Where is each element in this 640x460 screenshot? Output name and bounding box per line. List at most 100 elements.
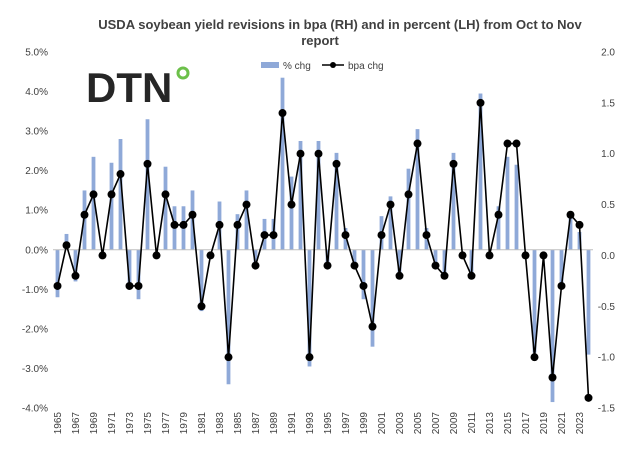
bar-2021	[559, 249, 564, 284]
bar-2004	[406, 168, 411, 250]
x-tick-label: 1975	[143, 412, 154, 435]
bar-1973	[127, 249, 132, 286]
x-tick-label: 2021	[557, 412, 568, 435]
x-tick-label: 2013	[485, 412, 496, 435]
point-2015	[503, 139, 512, 148]
right-tick-label: 2.0	[601, 48, 615, 59]
dtn-logo: DTN	[86, 64, 190, 111]
point-1988	[260, 231, 269, 240]
bar-1987	[253, 249, 258, 266]
right-tick-label: 0.5	[601, 200, 615, 211]
legend-marker-bpa-chg	[330, 62, 336, 68]
bar-1986	[244, 190, 249, 250]
x-tick-label: 2017	[521, 412, 532, 435]
chart-title-line-2: report	[301, 33, 339, 48]
bar-2009	[451, 152, 456, 250]
x-tick-label: 2009	[449, 412, 460, 435]
point-1980	[188, 210, 197, 219]
x-tick-label: 1965	[53, 412, 64, 435]
x-tick-label: 1989	[269, 412, 280, 435]
x-tick-label: 2011	[467, 412, 478, 434]
point-1995	[323, 261, 332, 270]
point-2004	[404, 190, 413, 199]
point-1985	[233, 220, 242, 229]
point-1976	[152, 251, 161, 260]
point-1993	[305, 353, 314, 362]
point-2018	[530, 353, 539, 362]
bar-1977	[163, 166, 168, 250]
right-tick-label: 1.5	[601, 98, 615, 109]
point-2016	[512, 139, 521, 148]
point-1987	[251, 261, 260, 270]
bar-1999	[361, 249, 366, 300]
x-tick-label: 1971	[107, 412, 118, 435]
point-1999	[359, 281, 368, 290]
bar-1991	[289, 176, 294, 250]
bar-2007	[433, 249, 438, 264]
x-tick-label: 1999	[359, 412, 370, 435]
x-tick-label: 1987	[251, 412, 262, 435]
legend: % chg bpa chg	[261, 61, 384, 72]
point-2024	[584, 393, 593, 402]
point-2005	[413, 139, 422, 148]
bar-1998	[352, 249, 357, 264]
point-1982	[206, 251, 215, 260]
bar-1992	[298, 141, 303, 250]
bar-2020	[550, 249, 555, 403]
point-2003	[395, 271, 404, 280]
bar-1975	[145, 119, 150, 250]
point-1978	[170, 220, 179, 229]
bar-2005	[415, 129, 420, 250]
left-tick-label: 2.0%	[25, 166, 48, 177]
bar-1990	[280, 77, 285, 250]
left-tick-label: -1.0%	[22, 285, 48, 296]
point-1990	[278, 109, 287, 118]
point-2019	[539, 251, 548, 260]
right-tick-label: 0.0	[601, 251, 615, 262]
point-1986	[242, 200, 251, 209]
point-2010	[458, 251, 467, 260]
point-2007	[431, 261, 440, 270]
x-tick-label: 1983	[215, 412, 226, 435]
bar-2023	[577, 231, 582, 250]
point-1970	[98, 251, 107, 260]
left-axis-ticks: -4.0% -3.0% -2.0% -1.0% 0.0% 1.0% 2.0% 3.0% 4.0%…	[22, 48, 48, 415]
x-tick-label: 2007	[431, 412, 442, 435]
right-axis-ticks: -1.5 -1.0 -0.5 0.0 0.5 1.0 1.5 2.0	[598, 48, 616, 415]
x-tick-label: 2023	[575, 412, 586, 435]
point-1994	[314, 149, 323, 158]
point-1968	[80, 210, 89, 219]
bar-1994	[316, 141, 321, 250]
point-1989	[269, 231, 278, 240]
x-tick-label: 1981	[197, 412, 208, 435]
point-2020	[548, 373, 557, 382]
left-tick-label: 1.0%	[25, 206, 48, 217]
x-tick-label: 1979	[179, 412, 190, 435]
right-tick-label: -0.5	[598, 302, 616, 313]
point-2012	[476, 98, 485, 107]
legend-swatch-pct-chg	[261, 62, 279, 68]
bar-1981	[199, 249, 204, 312]
x-tick-label: 1969	[89, 412, 100, 435]
point-1981	[197, 302, 206, 311]
x-tick-label: 1993	[305, 412, 316, 435]
point-1992	[296, 149, 305, 158]
point-1998	[350, 261, 359, 270]
left-tick-label: 5.0%	[25, 48, 48, 59]
bar-1996	[334, 152, 339, 250]
bar-2003	[397, 249, 402, 280]
x-tick-label: 1977	[161, 412, 172, 435]
left-tick-label: 0.0%	[25, 245, 48, 256]
bpa-chg-line	[56, 102, 590, 398]
left-tick-label: 3.0%	[25, 127, 48, 138]
bar-1971	[109, 162, 114, 250]
point-1975	[143, 159, 152, 168]
point-1979	[179, 220, 188, 229]
bar-2018	[532, 249, 537, 353]
point-2002	[386, 200, 395, 209]
x-tick-label: 2003	[395, 412, 406, 435]
legend-label-pct-chg: % chg	[283, 61, 311, 72]
x-tick-label: 1967	[71, 412, 82, 435]
point-1983	[215, 220, 224, 229]
point-1972	[116, 170, 125, 179]
